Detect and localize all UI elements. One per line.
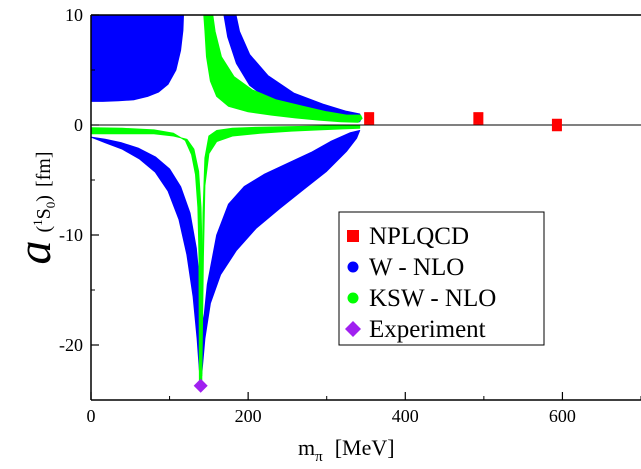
x-tick-label: 0: [87, 406, 96, 426]
axis-ticks: [90, 14, 641, 400]
w-nlo-band-upper-left: [91, 15, 184, 102]
data-markers: [193, 112, 562, 393]
nplqcd-point: [364, 113, 375, 124]
y-label-a: a: [8, 241, 61, 265]
y-tick-label: -10: [59, 225, 83, 245]
y-axis-label: a (1S0) [fm]: [8, 151, 61, 264]
plot-area: [91, 15, 641, 382]
experiment-point: [193, 378, 208, 393]
x-axis-label: mπ [MeV]: [298, 435, 395, 465]
legend-marker-square: [347, 230, 359, 242]
y-label-sup: 1: [30, 219, 45, 226]
x-label-unit: [MeV]: [335, 435, 395, 460]
legend-marker-diamond: [345, 321, 361, 337]
x-tick-label: 600: [549, 406, 576, 426]
nplqcd-point: [473, 113, 484, 124]
y-label-sub: 0: [43, 202, 58, 209]
x-label-pi: π: [315, 449, 323, 465]
legend: NPLQCD W - NLO KSW - NLO Experiment: [338, 211, 545, 346]
legend-items: NPLQCD W - NLO KSW - NLO Experiment: [345, 223, 496, 343]
ksw-nlo-band-lower-left: [91, 127, 203, 382]
legend-marker-circle: [347, 261, 359, 273]
y-tick-label: 10: [65, 5, 83, 25]
y-label-unit: [fm]: [33, 151, 55, 187]
legend-box: [338, 211, 545, 346]
y-label-close: ): [33, 195, 55, 202]
y-tick-label: 0: [74, 115, 83, 135]
svg-text:a(1S0)[fm]: a (1S0) [fm]: [8, 151, 61, 264]
nplqcd-point: [551, 120, 562, 130]
legend-label: KSW - NLO: [369, 285, 496, 312]
curve-bands: [91, 15, 363, 382]
legend-label: Experiment: [369, 316, 486, 343]
x-label-m: m: [298, 435, 315, 460]
x-tick-label: 200: [235, 406, 262, 426]
x-tick-label: 400: [392, 406, 419, 426]
ksw-nlo-band-upper: [203, 15, 363, 123]
legend-label: W - NLO: [369, 254, 464, 281]
y-tick-label: -20: [59, 335, 83, 355]
ksw-nlo-band-lower-right: [201, 125, 361, 377]
tick-labels: 0 200 400 600 10 0 -10 -20: [59, 5, 576, 426]
y-label-s: S: [33, 208, 55, 219]
w-nlo-band-lower: [91, 130, 361, 375]
y-label-open: (: [33, 226, 55, 233]
legend-marker-circle: [347, 292, 359, 304]
legend-label: NPLQCD: [369, 223, 469, 250]
